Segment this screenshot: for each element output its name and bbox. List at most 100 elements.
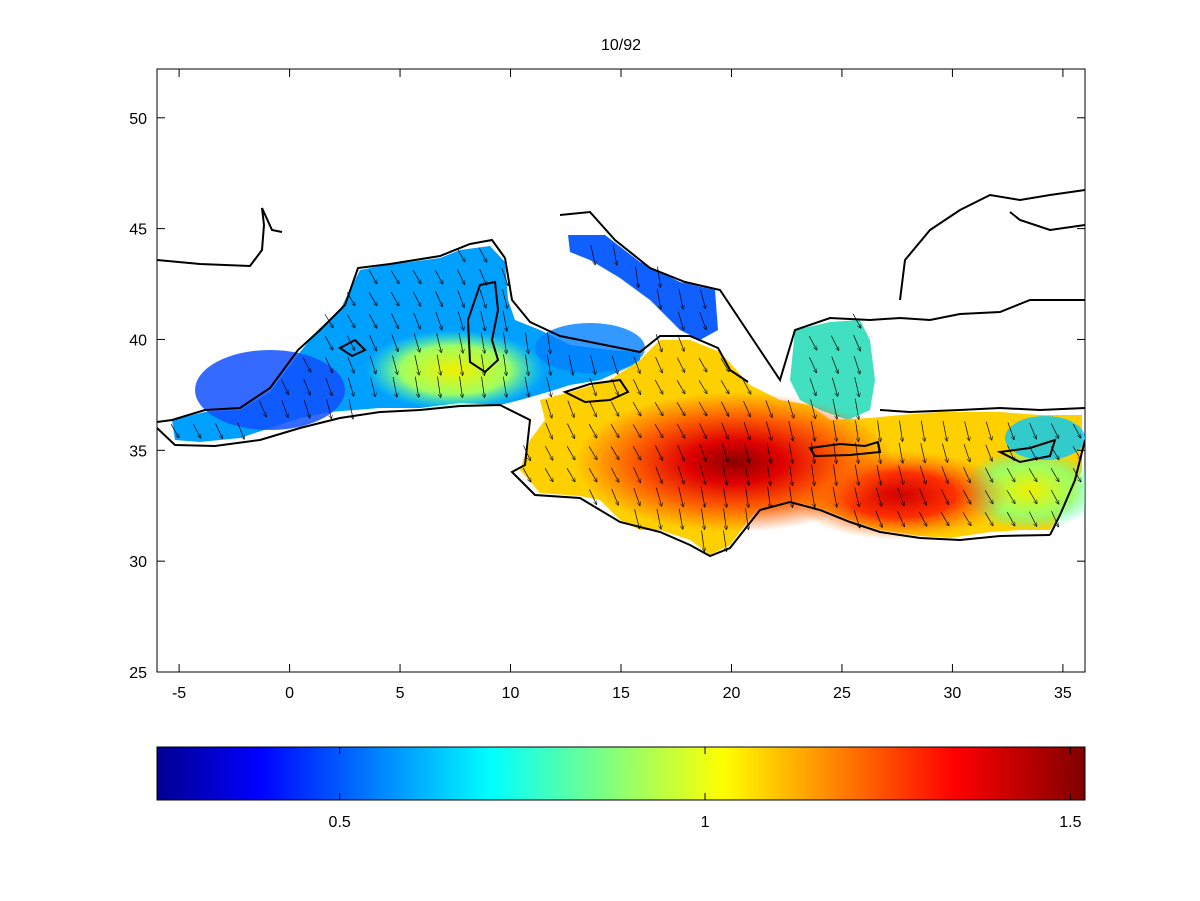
direction-arrow <box>833 420 836 442</box>
direction-arrow <box>390 270 399 283</box>
direction-arrow <box>677 334 685 352</box>
direction-arrow <box>720 401 728 417</box>
direction-arrow <box>634 509 640 528</box>
colorbar-ticks: 0.5 1 1.5 <box>329 747 1082 831</box>
direction-arrow <box>588 467 597 482</box>
x-tick-label: 5 <box>396 685 405 702</box>
direction-arrow <box>720 380 729 393</box>
direction-arrow <box>368 270 377 284</box>
direction-arrow <box>677 465 684 484</box>
direction-arrow <box>192 423 201 438</box>
direction-arrow <box>743 422 750 440</box>
direction-arrow <box>347 335 354 351</box>
direction-arrow <box>984 467 992 483</box>
direction-arrow <box>920 443 925 463</box>
direction-arrow <box>633 467 640 483</box>
direction-arrow <box>524 376 529 397</box>
direction-arrow <box>368 313 377 328</box>
direction-arrow <box>544 445 553 460</box>
direction-arrow <box>457 269 464 285</box>
direction-arrow <box>876 464 881 485</box>
direction-arrow <box>1072 446 1081 459</box>
x-tick-label: 0 <box>285 685 294 702</box>
direction-arrow <box>566 446 575 460</box>
direction-arrow <box>918 511 926 526</box>
direction-arrow <box>919 465 926 484</box>
direction-arrow <box>678 288 683 309</box>
direction-arrow <box>458 332 463 353</box>
map-title: 10/92 <box>601 37 641 54</box>
direction-arrow <box>1051 510 1059 527</box>
direction-arrow <box>633 379 640 394</box>
field-patch-cool-levant <box>1005 416 1085 460</box>
direction-arrow <box>1072 423 1081 438</box>
direction-arrow <box>590 245 595 265</box>
x-axis: -5 0 5 10 15 20 25 30 35 <box>172 69 1072 702</box>
direction-arrows <box>170 244 1081 552</box>
direction-arrow <box>1029 511 1036 527</box>
direction-arrow <box>589 378 596 396</box>
direction-arrow <box>590 355 596 374</box>
direction-arrow <box>479 289 486 308</box>
direction-arrow <box>766 421 771 441</box>
direction-arrow <box>676 380 685 393</box>
direction-arrow <box>545 422 553 439</box>
direction-arrow <box>808 335 817 350</box>
direction-arrow <box>1006 511 1015 526</box>
direction-arrow <box>831 377 837 397</box>
direction-arrow <box>567 423 574 439</box>
y-tick-label: 40 <box>129 332 147 349</box>
direction-arrow <box>522 467 531 482</box>
direction-arrow <box>369 355 376 374</box>
coast-crete <box>808 440 882 458</box>
direction-arrow <box>589 489 596 504</box>
coast-sardinia-corsica <box>466 280 500 374</box>
direction-arrow <box>701 530 705 551</box>
direction-arrow <box>1007 422 1014 439</box>
direction-arrow <box>676 402 685 415</box>
direction-arrow <box>1028 468 1037 481</box>
direction-arrow <box>721 443 727 462</box>
direction-arrow <box>436 333 442 352</box>
direction-arrow <box>437 376 440 398</box>
direction-arrow <box>346 314 355 327</box>
direction-arrow <box>744 443 750 462</box>
direction-arrow <box>481 376 484 398</box>
direction-arrow <box>215 423 222 438</box>
direction-arrow <box>723 508 727 529</box>
direction-arrow <box>962 489 971 504</box>
direction-arrow <box>589 401 596 417</box>
direction-arrow <box>723 530 726 552</box>
direction-arrow <box>545 399 552 418</box>
direction-arrow <box>698 357 707 372</box>
direction-arrow <box>1072 467 1081 482</box>
direction-arrow <box>281 400 288 418</box>
direction-arrow <box>984 490 993 503</box>
direction-arrow <box>368 292 377 305</box>
direction-arrow <box>635 266 639 287</box>
colorbar-tick-label: 0.5 <box>329 814 351 831</box>
x-tick-label: 20 <box>723 685 741 702</box>
direction-arrow <box>767 464 770 486</box>
direction-arrow <box>633 488 640 505</box>
x-tick-label: 30 <box>944 685 962 702</box>
direction-arrow <box>897 511 904 526</box>
coast-atlantic-iberia <box>157 207 283 268</box>
direction-arrow <box>788 442 792 464</box>
direction-arrow <box>984 512 993 525</box>
direction-arrow <box>877 420 881 441</box>
direction-arrow <box>502 310 507 331</box>
direction-arrow <box>854 398 859 420</box>
direction-arrow <box>632 445 641 460</box>
direction-arrow <box>612 244 617 265</box>
y-tick-label: 30 <box>129 554 147 571</box>
direction-arrow <box>611 378 619 395</box>
x-tick-label: 35 <box>1054 685 1072 702</box>
direction-arrow <box>766 442 771 463</box>
direction-arrow <box>897 488 904 505</box>
x-tick-label: 15 <box>612 685 630 702</box>
coast-black-sea <box>899 189 1085 301</box>
direction-arrow <box>963 444 970 462</box>
direction-arrow <box>370 377 376 396</box>
